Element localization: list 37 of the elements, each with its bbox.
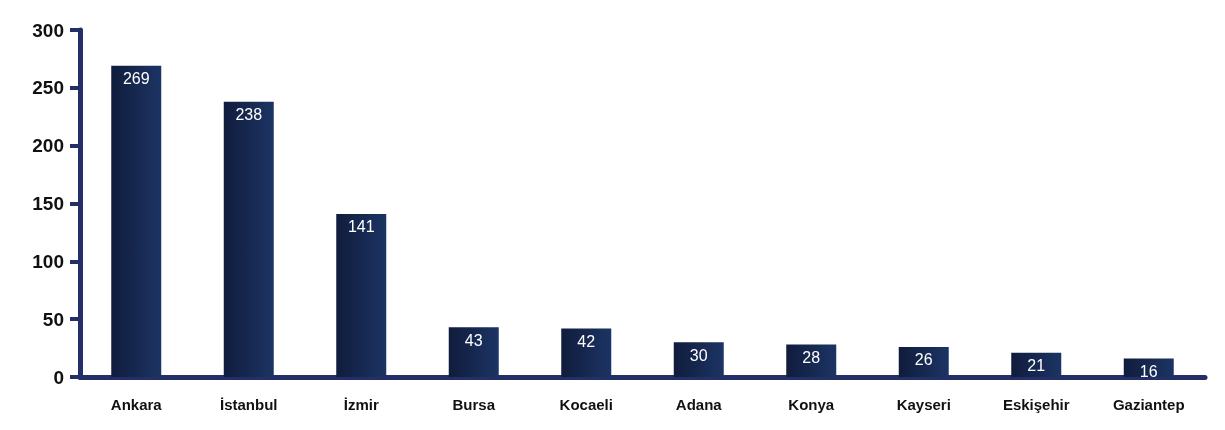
bar bbox=[673, 342, 724, 377]
bar bbox=[786, 344, 837, 377]
bar bbox=[448, 327, 499, 377]
x-tick-label: Ankara bbox=[110, 396, 163, 413]
x-tick-label: Eskişehir bbox=[1002, 396, 1070, 413]
x-tick-label: İzmir bbox=[343, 396, 379, 413]
data-label: 28 bbox=[802, 349, 821, 367]
y-tick-label: 100 bbox=[32, 250, 64, 272]
bar bbox=[1011, 352, 1062, 377]
bar bbox=[223, 101, 274, 377]
y-tick-label: 150 bbox=[32, 193, 64, 214]
data-label: 42 bbox=[577, 332, 596, 350]
x-tick-label: Adana bbox=[675, 396, 723, 413]
x-tick-label: Kocaeli bbox=[559, 396, 613, 413]
data-label: 21 bbox=[1027, 357, 1046, 375]
data-label: 26 bbox=[914, 351, 933, 369]
bar bbox=[336, 213, 387, 377]
y-tick-label: 200 bbox=[32, 135, 64, 157]
data-label: 141 bbox=[347, 218, 375, 236]
bar bbox=[111, 65, 162, 377]
data-label: 43 bbox=[464, 331, 483, 349]
y-tick-label: 250 bbox=[32, 77, 64, 99]
data-label: 16 bbox=[1139, 362, 1158, 380]
data-label: 30 bbox=[689, 346, 708, 364]
x-tick-label: Gaziantep bbox=[1112, 396, 1185, 413]
data-label: 269 bbox=[122, 70, 150, 88]
data-label: 238 bbox=[235, 106, 263, 124]
bar bbox=[1123, 358, 1174, 377]
bar bbox=[898, 346, 949, 377]
x-tick-label: Bursa bbox=[452, 396, 496, 413]
x-tick-label: Konya bbox=[788, 396, 835, 413]
x-tick-label: İstanbul bbox=[219, 396, 278, 413]
y-tick-label: 0 bbox=[53, 366, 64, 388]
y-tick-label: 50 bbox=[42, 308, 64, 330]
bar bbox=[561, 328, 612, 377]
y-tick-label: 300 bbox=[32, 19, 64, 41]
x-tick-label: Kayseri bbox=[896, 396, 951, 413]
